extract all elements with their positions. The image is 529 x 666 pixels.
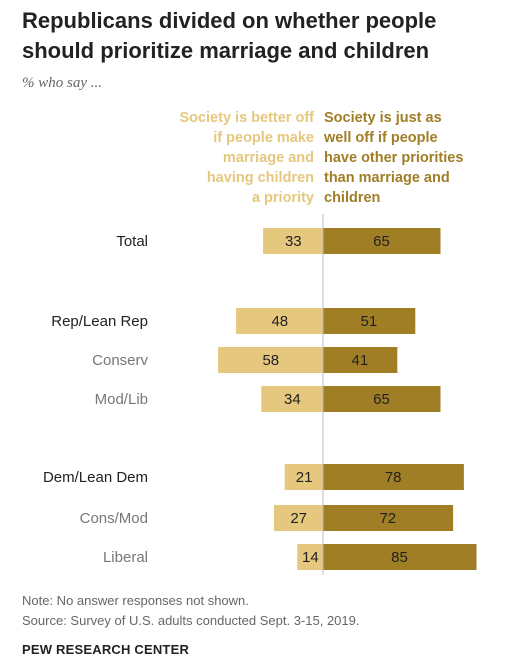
category-label: Rep/Lean Rep	[51, 313, 148, 330]
bar-better-off	[261, 386, 323, 412]
source-text: Source: Survey of U.S. adults conducted …	[22, 613, 360, 628]
bar-better-off	[263, 228, 323, 254]
chart-title: Republicans divided on whether people sh…	[22, 6, 522, 66]
data-label-better-off: 27	[290, 510, 307, 527]
legend-line: Society is just as	[324, 110, 442, 126]
category-label: Mod/Lib	[95, 391, 148, 408]
category-label: Cons/Mod	[80, 510, 148, 527]
legend-line: if people make	[213, 130, 314, 146]
data-label-just-as-well: 85	[391, 549, 408, 566]
note-text: Note: No answer responses not shown.	[22, 593, 249, 608]
bar-just-as-well	[323, 464, 464, 490]
data-label-better-off: 58	[262, 352, 279, 369]
data-label-better-off: 34	[284, 391, 301, 408]
legend-line: Society is better off	[179, 110, 314, 126]
bar-just-as-well	[323, 386, 441, 412]
data-label-better-off: 48	[271, 313, 288, 330]
legend-line: well off if people	[324, 130, 438, 146]
legend-line: a priority	[251, 190, 314, 206]
title-line: should prioritize marriage and children	[22, 38, 430, 63]
legend-just-as-well: Society is just as well off if people ha…	[324, 108, 463, 208]
brand-label: PEW RESEARCH CENTER	[22, 642, 190, 657]
bar-better-off	[284, 464, 323, 490]
category-label: Dem/Lean Dem	[43, 469, 148, 486]
data-label-just-as-well: 51	[361, 313, 378, 330]
category-label: Conserv	[92, 352, 148, 369]
bar-better-off	[218, 347, 323, 373]
bar-just-as-well	[323, 505, 454, 531]
data-label-just-as-well: 72	[379, 510, 396, 527]
legend-line: children	[324, 190, 381, 206]
legend-line: marriage and	[222, 150, 314, 166]
data-label-better-off: 14	[302, 549, 319, 566]
bar-better-off	[297, 544, 323, 570]
title-line: Republicans divided on whether people	[22, 8, 437, 33]
legend-line: than marriage and	[324, 170, 450, 186]
bar-just-as-well	[323, 544, 477, 570]
bar-just-as-well	[323, 308, 416, 334]
bar-just-as-well	[323, 347, 398, 373]
legend-line: having children	[206, 170, 314, 186]
category-label: Liberal	[103, 549, 148, 566]
data-label-just-as-well: 65	[373, 233, 390, 250]
data-label-better-off: 33	[285, 233, 302, 250]
data-label-just-as-well: 65	[373, 391, 390, 408]
bar-just-as-well	[323, 228, 441, 254]
legend-line: have other priorities	[324, 150, 464, 166]
category-label: Total	[116, 233, 148, 250]
bar-better-off	[273, 505, 323, 531]
chart-subtitle: % who say ...	[22, 75, 102, 91]
data-label-just-as-well: 78	[385, 469, 402, 486]
bar-better-off	[236, 308, 323, 334]
data-label-just-as-well: 41	[352, 352, 369, 369]
legend-better-off: Society is better off if people make mar…	[179, 108, 314, 208]
data-label-better-off: 21	[296, 469, 313, 486]
